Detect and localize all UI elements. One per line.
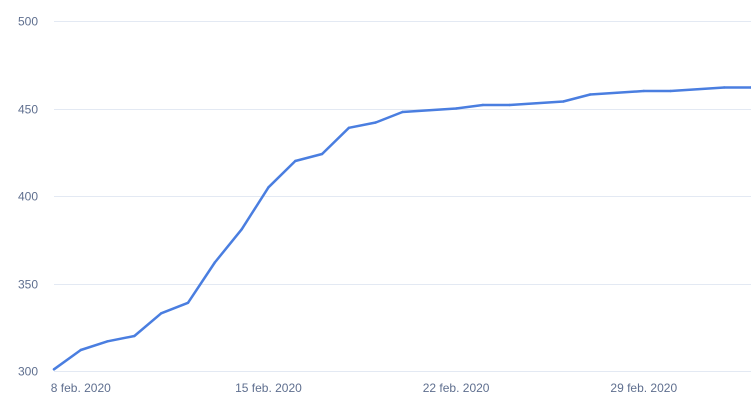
y-tick-label: 450	[18, 103, 38, 117]
data-point	[642, 89, 645, 93]
y-axis-ticks: 300 350 400 450 500	[18, 15, 38, 379]
x-tick-label: 29 feb. 2020	[610, 381, 677, 395]
data-point	[535, 102, 538, 105]
y-tick-label: 300	[18, 365, 38, 379]
series-line-0	[52, 86, 751, 371]
data-point	[213, 261, 216, 264]
data-point	[401, 110, 404, 114]
data-point	[160, 312, 163, 315]
data-point	[562, 100, 565, 103]
data-point	[186, 301, 190, 304]
data-point	[374, 121, 377, 124]
y-tick-label: 400	[18, 190, 38, 204]
x-tick-label: 15 feb. 2020	[235, 381, 302, 395]
y-tick-label: 350	[18, 278, 38, 292]
data-point	[669, 89, 672, 93]
data-point	[52, 368, 56, 371]
data-point	[294, 159, 297, 163]
data-point	[267, 186, 270, 189]
data-point	[106, 340, 109, 343]
data-point	[240, 228, 243, 231]
data-point	[696, 88, 699, 91]
data-point	[615, 91, 619, 95]
grid-lines	[54, 21, 751, 372]
data-point	[320, 152, 324, 156]
data-point	[589, 93, 592, 96]
data-point	[508, 103, 511, 107]
data-point	[428, 109, 431, 112]
data-point	[723, 86, 726, 89]
data-point	[133, 334, 136, 338]
x-tick-label: 22 feb. 2020	[423, 381, 490, 395]
data-point	[347, 126, 351, 129]
x-tick-label: 8 feb. 2020	[51, 381, 111, 395]
x-axis-ticks: 8 feb. 2020 15 feb. 2020 22 feb. 2020 29 fe…	[51, 381, 678, 395]
data-point	[454, 107, 458, 110]
data-point	[481, 103, 485, 107]
data-point	[79, 348, 83, 352]
y-tick-label: 500	[18, 15, 38, 29]
series-group	[52, 86, 751, 371]
